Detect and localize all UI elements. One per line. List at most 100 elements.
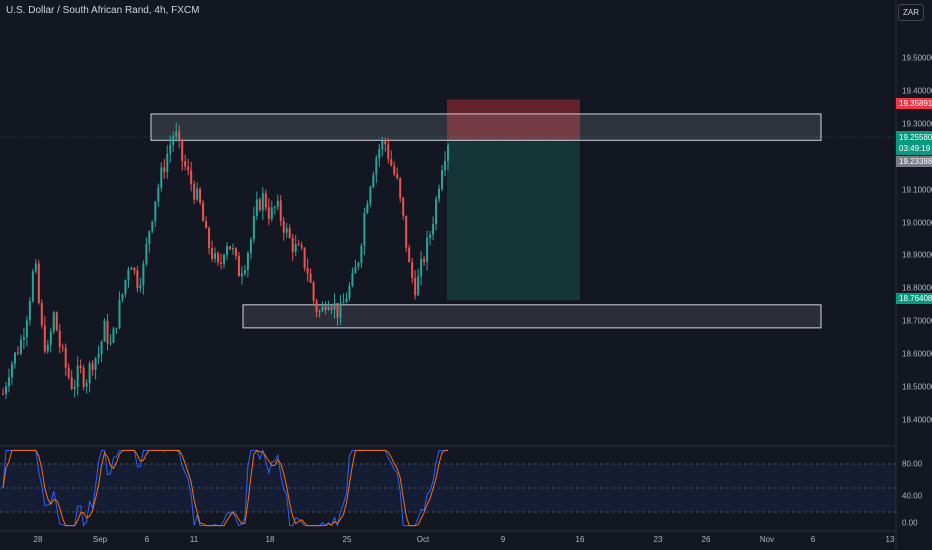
candle-body — [37, 263, 40, 304]
bar-countdown: 03:49:19 — [899, 144, 931, 153]
time-axis-label: 9 — [500, 535, 506, 544]
candle-body — [321, 306, 324, 312]
candle-body — [306, 267, 309, 274]
price-axis-label: 18.80000 — [902, 283, 932, 293]
candle-body — [357, 262, 360, 267]
candle-body — [142, 263, 145, 286]
candle-body — [399, 178, 402, 198]
time-axis-label: 25 — [342, 535, 352, 544]
candle-body — [64, 347, 67, 368]
candle-body — [154, 201, 157, 222]
candle-body — [145, 244, 148, 264]
chart-title: U.S. Dollar / South African Rand, 4h, FX… — [6, 5, 200, 16]
candle-body — [79, 365, 82, 368]
candle-body — [351, 273, 354, 286]
candle-body — [100, 341, 103, 355]
candle-body — [441, 170, 444, 189]
candle-body — [444, 160, 447, 171]
candle-body — [423, 258, 426, 262]
candle-body — [354, 266, 357, 274]
candle-body — [264, 193, 267, 208]
price-axis-label: 19.50000 — [902, 53, 932, 63]
candle-body — [447, 145, 449, 161]
stop-loss-zone — [447, 99, 580, 141]
candle-body — [282, 220, 285, 233]
candle-body — [396, 174, 399, 179]
price-axis-label: 19.10000 — [902, 185, 932, 195]
candle-body — [345, 298, 348, 303]
candle-body — [67, 367, 70, 378]
candle-body — [25, 320, 28, 338]
candle-body — [109, 342, 112, 344]
candle-body — [16, 352, 19, 354]
candle-body — [402, 197, 405, 216]
candle-body — [118, 299, 121, 328]
candle-body — [387, 144, 390, 160]
time-axis-label: Sep — [92, 535, 108, 544]
price-axis-label: 18.40000 — [902, 415, 932, 425]
candle-body — [88, 363, 91, 384]
candle-body — [270, 207, 273, 219]
candle-body — [417, 276, 420, 296]
candle-body — [309, 273, 312, 283]
candle-body — [225, 246, 228, 255]
resistance-zone — [150, 113, 822, 141]
stop-price-tag: 19.35891 — [896, 98, 932, 109]
stochastic-axis-label: 0.00 — [902, 518, 918, 528]
candle-body — [166, 153, 169, 173]
support-zone — [242, 304, 822, 329]
candle-body — [414, 277, 417, 296]
candle-body — [211, 248, 214, 259]
candle-body — [58, 330, 61, 347]
candle-body — [187, 166, 190, 171]
candle-body — [420, 258, 423, 277]
candle-body — [312, 282, 315, 301]
take-profit-zone — [447, 140, 580, 301]
candle-body — [76, 365, 79, 388]
candle-body — [303, 247, 306, 268]
candle-body — [276, 200, 279, 207]
currency-button[interactable]: ZAR — [898, 4, 924, 21]
price-axis-label: 19.30000 — [902, 119, 932, 129]
candle-body — [360, 245, 363, 263]
candle-body — [121, 293, 124, 300]
candle-body — [372, 174, 375, 188]
price-axis-label: 19.40000 — [902, 86, 932, 96]
candle-body — [366, 203, 369, 214]
candle-body — [348, 285, 351, 299]
time-axis-label: 11 — [189, 535, 199, 544]
candle-body — [181, 139, 184, 162]
candle-body — [390, 159, 393, 166]
candle-body — [378, 149, 381, 159]
candle-body — [82, 367, 85, 387]
price-axis-label: 19.00000 — [902, 218, 932, 228]
candle-body — [160, 167, 163, 188]
candle-body — [318, 311, 321, 313]
candle-body — [73, 387, 76, 390]
stochastic-axis-label: 80.00 — [902, 459, 923, 469]
candle-body — [7, 377, 10, 387]
candle-body — [261, 193, 264, 211]
candle-body — [234, 248, 237, 256]
price-axis-label: 18.60000 — [902, 349, 932, 359]
candle-body — [267, 207, 270, 219]
candle-body — [408, 247, 411, 263]
candle-body — [429, 234, 432, 238]
candle-body — [46, 344, 49, 352]
candle-body — [40, 303, 43, 326]
target-price-tag: 18.76408 — [896, 293, 932, 304]
candle-body — [336, 302, 339, 318]
candle-body — [4, 386, 7, 394]
candle-body — [103, 320, 106, 342]
candle-body — [223, 254, 226, 264]
candle-body — [61, 346, 64, 348]
candle-body — [97, 354, 100, 359]
candle-body — [273, 206, 276, 208]
time-axis-label: 18 — [265, 535, 275, 544]
candle-body — [291, 237, 294, 252]
candle-body — [342, 302, 345, 304]
candle-body — [330, 306, 333, 310]
candle-body — [91, 363, 94, 370]
candle-body — [432, 224, 435, 235]
